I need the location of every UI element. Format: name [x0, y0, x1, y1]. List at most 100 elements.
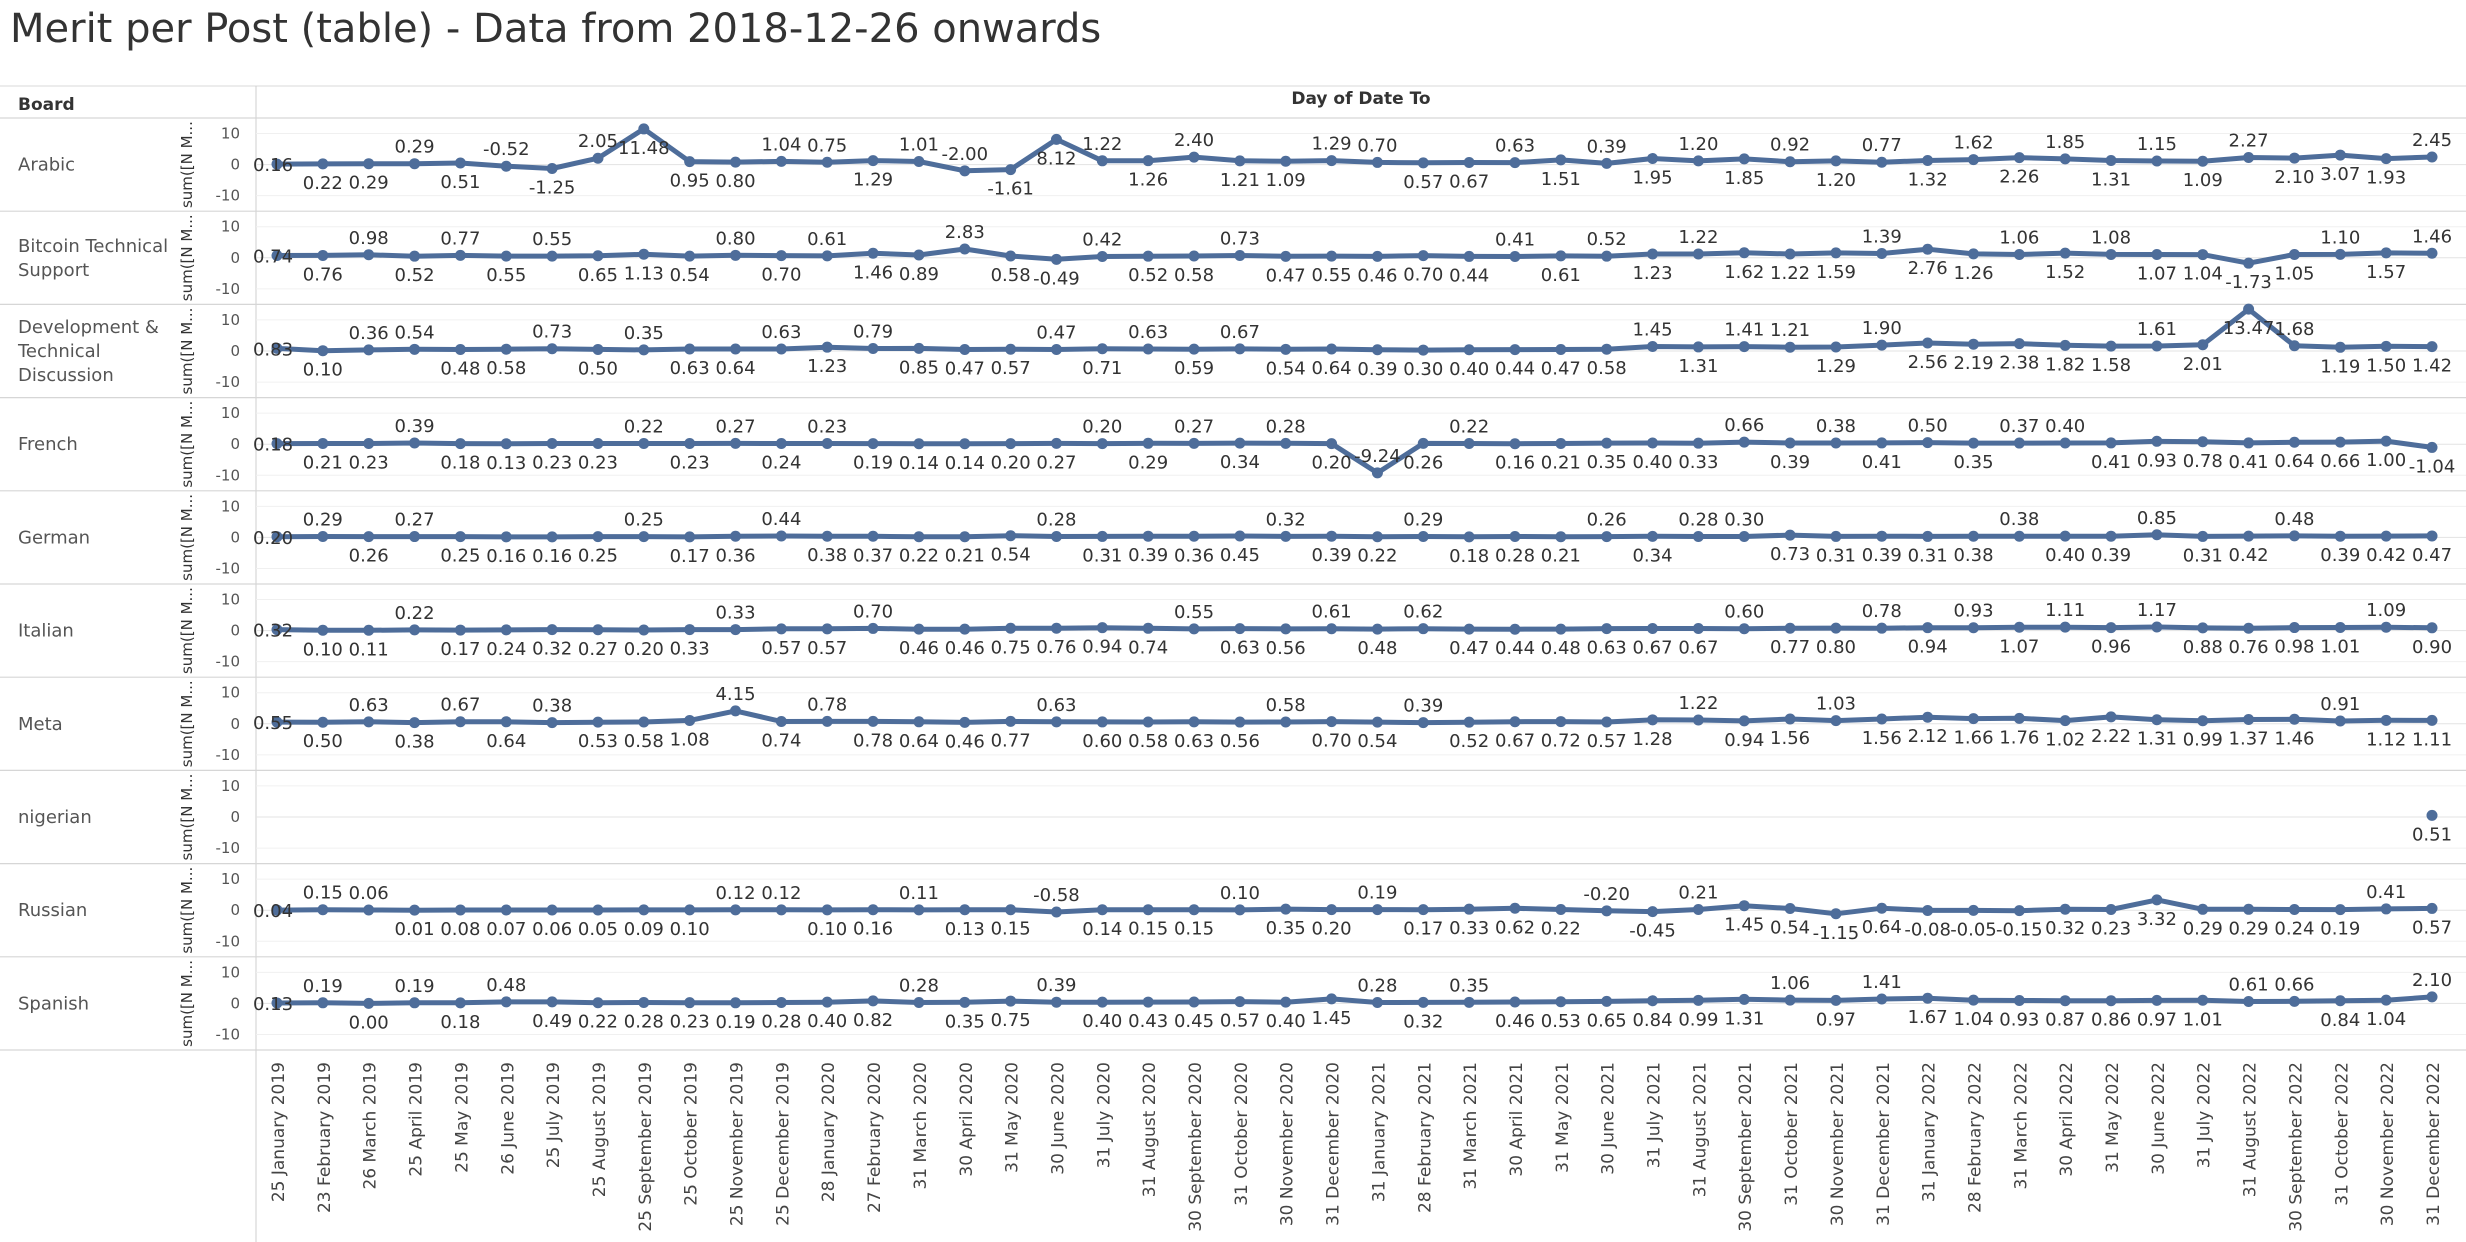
data-point	[2197, 530, 2209, 542]
data-label: 0.70	[1312, 731, 1352, 752]
data-label: 1.02	[2045, 730, 2085, 751]
data-label: 1.31	[1724, 1008, 1764, 1029]
data-label: 0.80	[715, 228, 755, 249]
y-tick-label: 0	[230, 808, 240, 826]
data-label: 0.17	[440, 639, 480, 660]
data-point	[1326, 155, 1338, 167]
data-point	[409, 250, 421, 262]
data-point	[592, 997, 604, 1009]
data-point	[454, 438, 466, 450]
data-label: 0.24	[2274, 918, 2314, 939]
data-point	[775, 904, 787, 916]
x-tick-label: 23 February 2019	[315, 1062, 335, 1213]
data-label: 0.19	[1357, 883, 1397, 904]
data-label: 0.08	[440, 919, 480, 940]
data-point	[1371, 344, 1383, 356]
data-point	[454, 344, 466, 356]
data-label: 0.61	[807, 229, 847, 250]
data-label: 0.71	[1082, 358, 1122, 379]
data-point	[2105, 248, 2117, 260]
data-point	[2426, 809, 2438, 821]
data-label: 0.42	[2366, 545, 2406, 566]
board-label: Russian	[18, 900, 87, 921]
data-label: 0.22	[395, 603, 435, 624]
data-point	[2013, 152, 2025, 164]
data-point	[684, 624, 696, 636]
data-label: 2.05	[578, 131, 618, 152]
data-label: 0.23	[2091, 918, 2131, 939]
data-point	[454, 157, 466, 169]
data-point	[1922, 437, 1934, 449]
data-label: 0.47	[2412, 545, 2452, 566]
data-point	[1050, 344, 1062, 356]
data-point	[1555, 531, 1567, 543]
data-label: 0.16	[486, 546, 526, 567]
data-point	[317, 530, 329, 542]
data-point	[2059, 247, 2071, 259]
data-label: 1.50	[2366, 355, 2406, 376]
data-point	[2380, 994, 2392, 1006]
data-label: 1.29	[1816, 356, 1856, 377]
data-label: 0.79	[853, 322, 893, 343]
data-label: 0.67	[440, 695, 480, 716]
data-point	[730, 530, 742, 542]
data-point	[684, 156, 696, 168]
data-label: 0.54	[991, 545, 1031, 566]
data-label: 0.32	[2045, 918, 2085, 939]
data-label: 0.22	[578, 1012, 618, 1033]
data-point	[1326, 904, 1338, 916]
data-point	[1050, 531, 1062, 543]
data-label: 2.56	[1908, 352, 1948, 373]
data-label: 1.22	[1678, 693, 1718, 714]
data-label: 0.78	[853, 730, 893, 751]
data-label: 0.28	[1036, 510, 1076, 531]
data-label: 0.41	[2229, 452, 2269, 473]
data-point	[363, 437, 375, 449]
data-point	[1005, 343, 1017, 355]
data-label: 1.28	[1632, 729, 1672, 750]
data-point	[2243, 903, 2255, 915]
data-label: 0.63	[349, 695, 389, 716]
data-point	[2059, 995, 2071, 1007]
data-label: 0.28	[624, 1012, 664, 1033]
data-label: 0.04	[253, 901, 293, 922]
series-line	[274, 438, 2435, 476]
data-point	[1692, 341, 1704, 353]
data-point	[2013, 995, 2025, 1007]
data-point	[1280, 996, 1292, 1008]
data-point	[1738, 247, 1750, 259]
data-label: 0.29	[2229, 918, 2269, 939]
data-point	[1647, 153, 1659, 165]
data-point	[2059, 530, 2071, 542]
data-label: 0.06	[349, 883, 389, 904]
data-point	[2105, 622, 2117, 634]
y-tick-label: -10	[216, 559, 241, 577]
data-point	[1692, 994, 1704, 1006]
data-point	[2288, 995, 2300, 1007]
data-label: 0.16	[1495, 453, 1535, 474]
data-label: 0.42	[1082, 229, 1122, 250]
data-label: 0.60	[1724, 602, 1764, 623]
data-label: 0.93	[1999, 1010, 2039, 1031]
data-label: 0.48	[1541, 638, 1581, 659]
data-point	[775, 437, 787, 449]
data-point	[1142, 343, 1154, 355]
data-label: 0.94	[1908, 637, 1948, 658]
data-label: 0.23	[670, 452, 710, 473]
data-label: 0.15	[1174, 919, 1214, 940]
data-label: 0.56	[1220, 731, 1260, 752]
data-label: 0.33	[670, 639, 710, 660]
data-point	[2013, 621, 2025, 633]
board-label: Discussion	[18, 365, 114, 386]
data-label: 0.36	[715, 545, 755, 566]
data-point	[867, 622, 879, 634]
data-point	[271, 716, 283, 728]
data-label: 1.85	[2045, 132, 2085, 153]
data-label: 1.17	[2137, 600, 2177, 621]
board-label: nigerian	[18, 807, 92, 828]
data-label: 0.80	[1816, 637, 1856, 658]
data-label: 0.29	[1128, 452, 1168, 473]
y-tick-label: -10	[216, 653, 241, 671]
data-point	[1692, 623, 1704, 635]
data-point	[271, 624, 283, 636]
